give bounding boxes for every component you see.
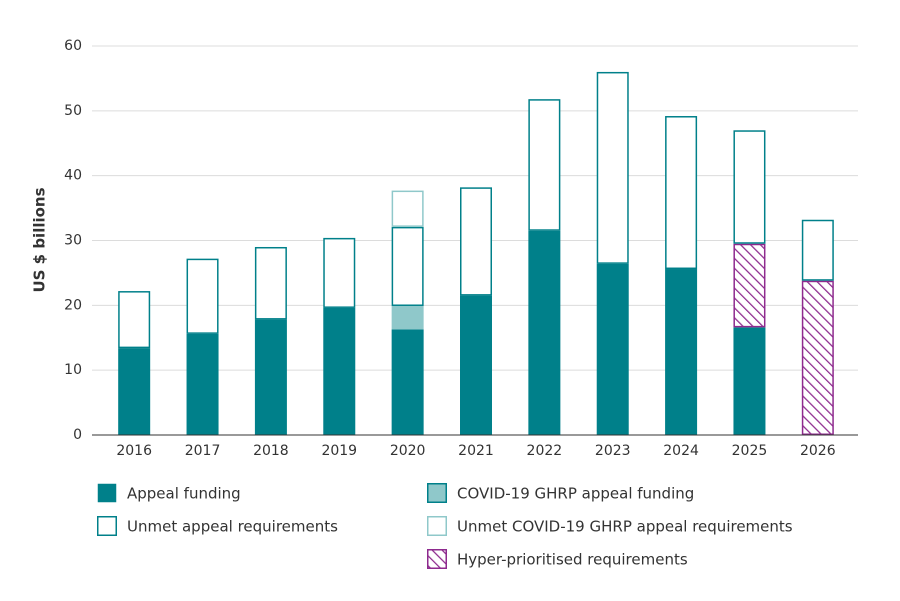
bar-segment [596,263,629,435]
x-tick-label: 2021 [458,443,494,459]
x-tick-label: 2018 [253,443,289,459]
legend-label: Unmet appeal requirements [127,518,338,536]
bar-segment [665,116,698,270]
legend-swatch [97,483,117,503]
bar-segment [665,269,698,435]
bar-segment [460,187,492,296]
x-tick-label: 2026 [800,443,836,459]
legend-label: COVID-19 GHRP appeal funding [457,485,694,503]
bar-segment [528,99,561,231]
bar-segment [733,130,766,244]
x-tick-label: 2022 [527,443,563,459]
x-tick-label: 2016 [116,443,152,459]
bar-segment [391,305,424,330]
y-tick-label: 20 [64,297,82,313]
y-tick-label: 10 [64,362,82,378]
bar-segment [186,258,219,334]
legend-swatch [427,483,447,503]
bar-segment [801,219,834,281]
x-tick-label: 2025 [732,443,768,459]
bar-segment [460,295,492,435]
legend-swatch [97,516,117,536]
bar-segment [733,243,766,328]
x-tick-label: 2024 [663,443,699,459]
x-tick-label: 2020 [390,443,426,459]
bar-segment [118,291,151,349]
x-tick-label: 2019 [321,443,357,459]
legend-swatch [427,516,447,536]
bar-segment [391,226,424,306]
y-tick-label: 0 [73,427,82,443]
bar-segment [323,237,356,308]
bar-segment [528,230,561,435]
legend-label: Unmet COVID-19 GHRP appeal requirements [457,518,793,536]
x-tick-label: 2023 [595,443,631,459]
legend-label: Hyper-prioritised requirements [457,551,688,569]
bar-segment [323,307,356,435]
bar-segment [391,190,424,227]
bar-segment [801,280,834,435]
y-tick-label: 60 [64,38,82,54]
y-tick-label: 30 [64,233,82,249]
y-axis-label: US $ billions [31,187,49,292]
y-tick-label: 40 [64,168,82,184]
y-tick-label: 50 [64,103,82,119]
bar-segment [118,348,151,435]
bar-segment [186,333,219,435]
x-tick-label: 2017 [185,443,221,459]
legend-label: Appeal funding [127,485,241,503]
bar-segment [596,71,629,264]
bar-segment [254,246,287,320]
bar-segment [733,327,766,435]
legend-swatch [427,549,447,569]
bar-segment [254,319,287,435]
bar-segment [391,329,424,435]
